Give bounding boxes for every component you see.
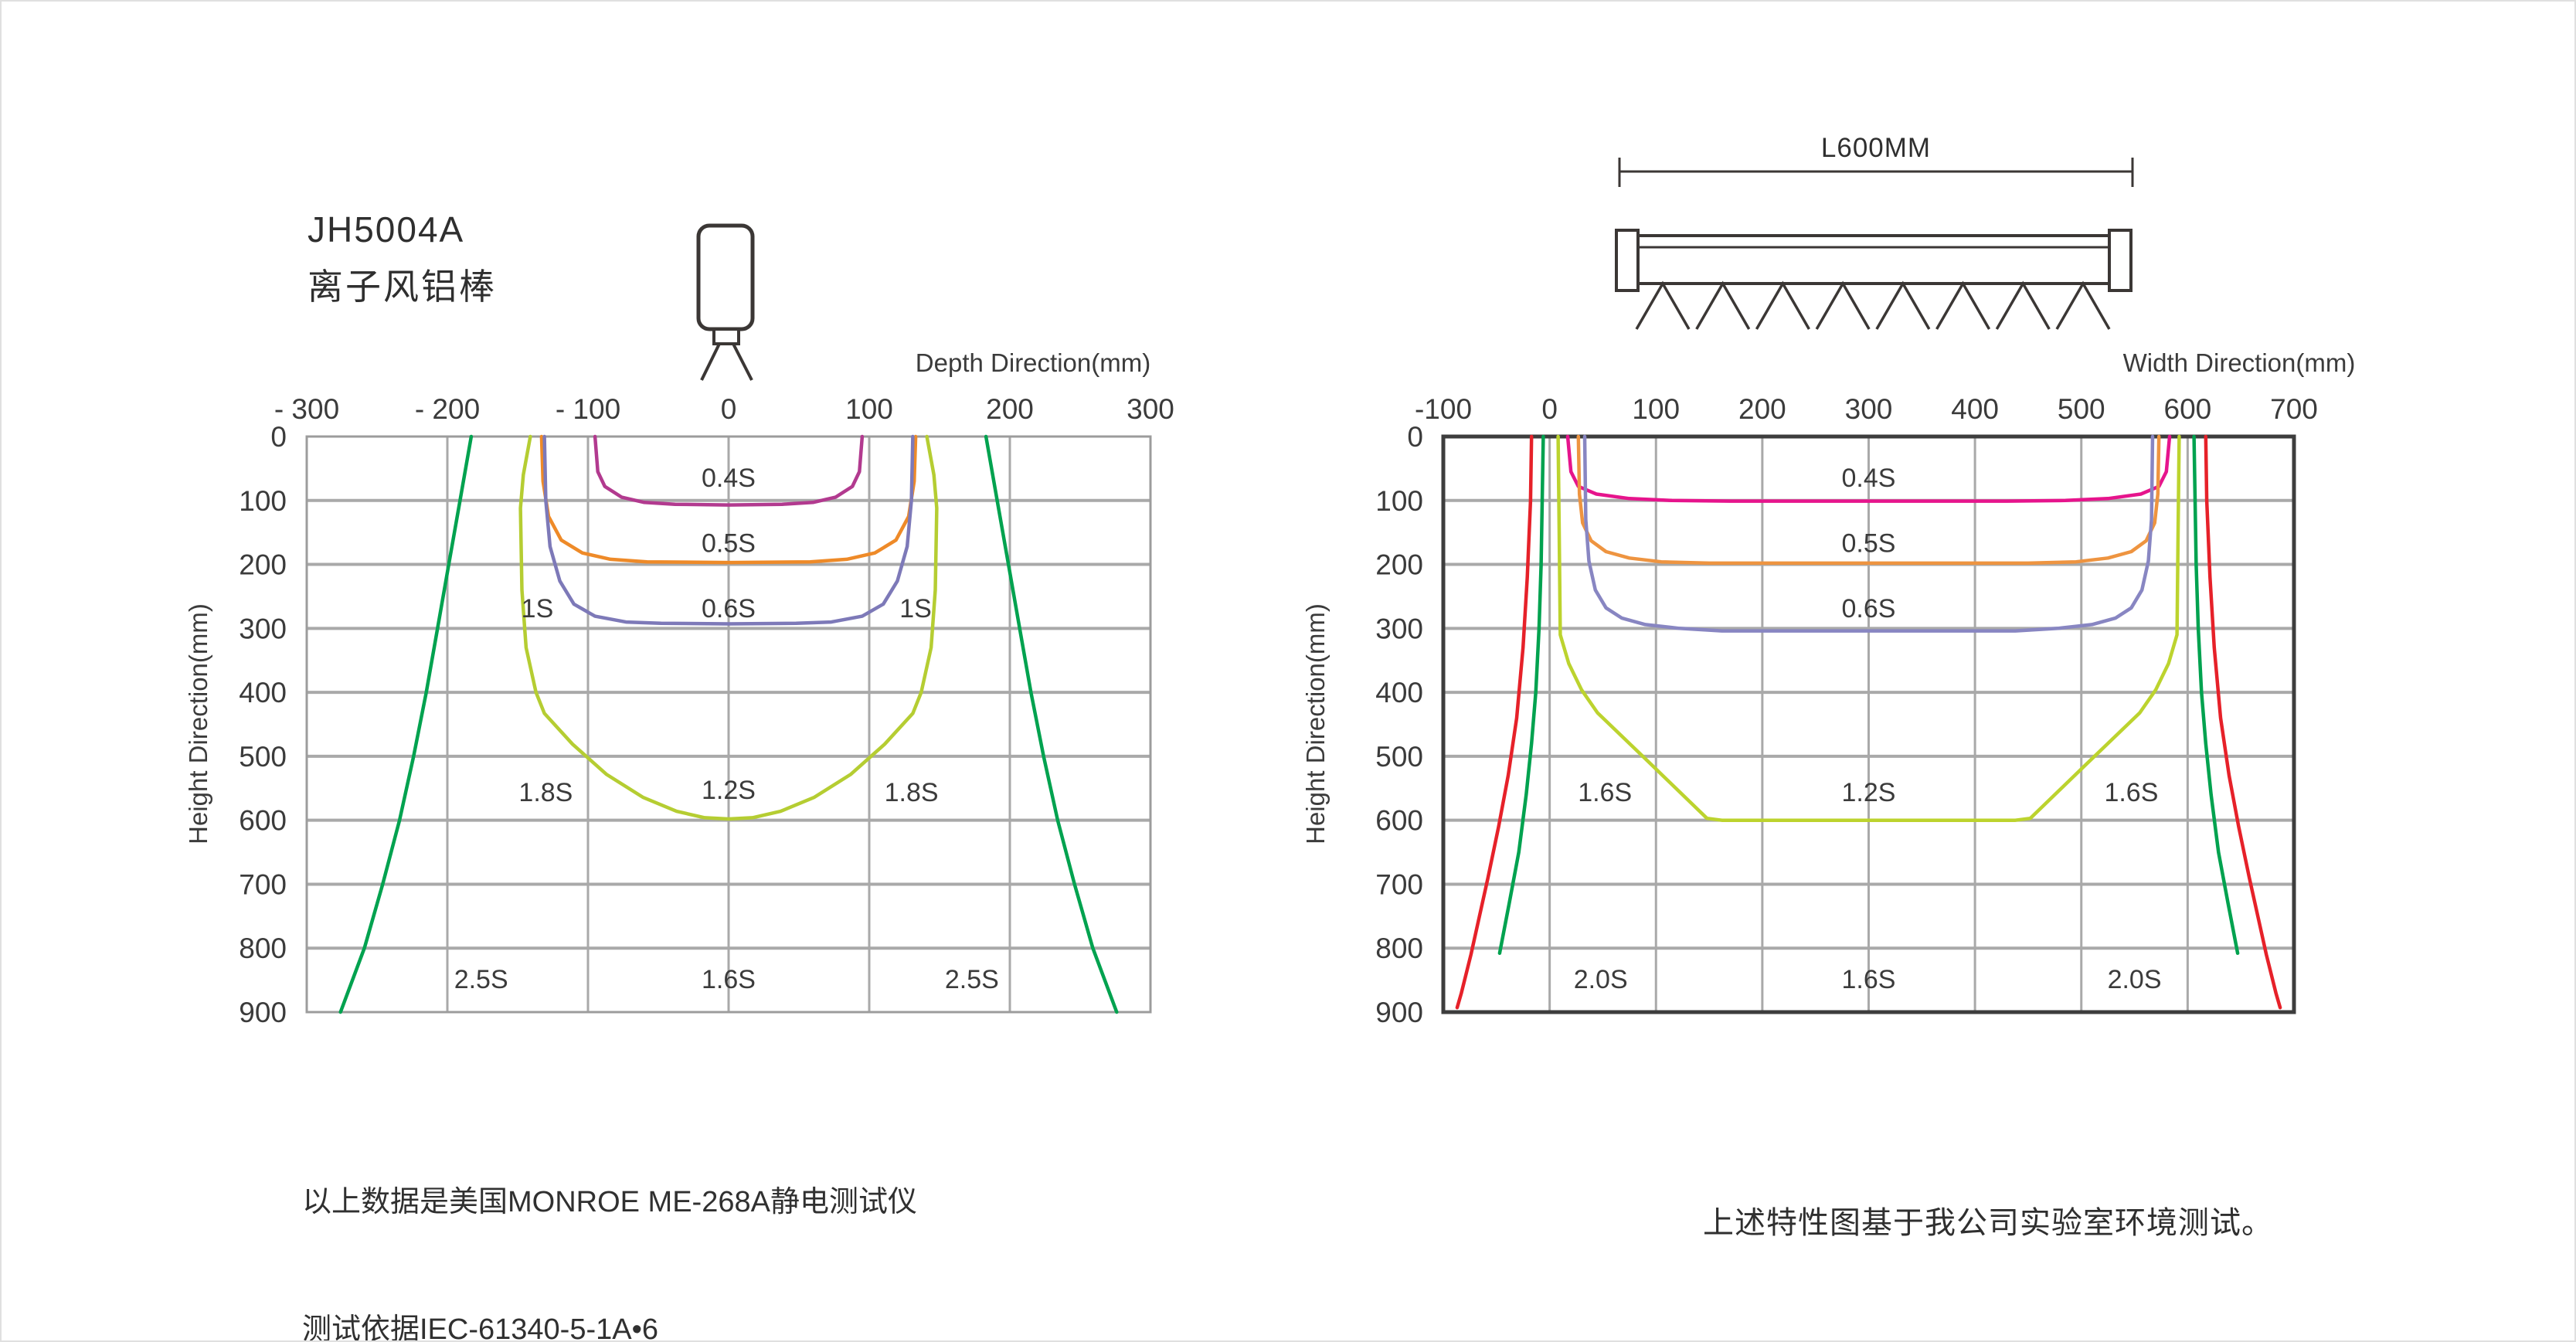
y-tick-label: 0	[1407, 421, 1423, 453]
ionizer-nozzle-icon-spray-right	[732, 343, 753, 381]
x-tick-label: 400	[1951, 393, 1999, 425]
contour-label: 1.6S	[1578, 778, 1632, 807]
emitter-pin-icon	[2055, 280, 2111, 330]
contour-label: 0.6S	[702, 594, 756, 623]
emitter-pin-icon	[1695, 280, 1751, 330]
contour-label: 1.2S	[702, 776, 756, 805]
contour-label: 0.5S	[1842, 528, 1896, 558]
ion-bar-endcap-left	[1615, 229, 1640, 292]
x-tick-label: 700	[2270, 393, 2318, 425]
contour-label: 2.5S	[454, 965, 508, 994]
x-tick-label: - 300	[274, 393, 339, 425]
footnote-line: 测试依据IEC-61340-5-1A•6	[302, 1313, 659, 1342]
y-tick-label: 200	[1375, 549, 1423, 581]
y-tick-label: 100	[1375, 485, 1423, 517]
x-tick-label: 100	[1632, 393, 1680, 425]
y-tick-label: 500	[1375, 741, 1423, 773]
product-name-title: 离子风铝棒	[308, 267, 497, 307]
x-tick-label: - 200	[415, 393, 480, 425]
y-tick-label: 400	[1375, 677, 1423, 708]
contour-label: 0.5S	[702, 528, 756, 558]
y-tick-label: 600	[1375, 805, 1423, 837]
ionizer-nozzle-icon-body	[696, 223, 755, 331]
y-tick-label: 900	[1375, 997, 1423, 1028]
lab-environment-note: 上述特性图基于我公司实验室环境测试。	[1703, 1206, 2273, 1240]
y-axis-title: Height Direction(mm)	[1301, 603, 1330, 844]
series-line-2.5S-left	[338, 434, 474, 1014]
contour-label: 2.5S	[945, 965, 999, 994]
series-line-2.5S-right	[984, 434, 1119, 1014]
y-tick-label: 100	[239, 485, 287, 517]
x-tick-label: 500	[2058, 393, 2105, 425]
plot-frame	[1441, 434, 2296, 1014]
x-tick-label: 300	[1127, 393, 1174, 425]
emitter-pin-icon	[1935, 280, 1991, 330]
contour-label: 1S	[899, 594, 932, 623]
y-tick-label: 400	[239, 677, 287, 708]
x-tick-label: 0	[721, 393, 737, 425]
series-line-1.2S	[1556, 434, 2181, 822]
series-line-green-contour-left	[1497, 434, 1545, 956]
contour-label: 2.0S	[2108, 965, 2162, 994]
x-tick-label: 100	[845, 393, 893, 425]
contour-label: 1S	[522, 594, 554, 623]
y-tick-label: 800	[1375, 933, 1423, 964]
x-tick-label: -100	[1415, 393, 1472, 425]
series-line-0.5S	[539, 434, 918, 565]
series-line-2.0S-red-left	[1455, 434, 1534, 1010]
contour-label: 0.4S	[1842, 464, 1896, 493]
y-tick-label: 300	[1375, 613, 1423, 644]
series-line-green-contour-right	[2192, 434, 2240, 956]
y-tick-label: 800	[239, 933, 287, 964]
contour-label: 1.8S	[518, 778, 573, 807]
product-model-title: JH5004A	[308, 209, 465, 250]
ion-bar-endcap-right	[2108, 229, 2133, 292]
emitter-pin-icon	[1815, 280, 1871, 330]
y-tick-label: 700	[239, 868, 287, 900]
x-tick-label: 200	[1738, 393, 1786, 425]
y-tick-label: 500	[239, 741, 287, 773]
plot-frame	[305, 435, 1152, 1014]
series-line-0.4S	[1565, 434, 2172, 503]
contour-label: 1.8S	[885, 778, 939, 807]
bar-dimension-label: L600MM	[1820, 133, 1932, 163]
footnote-line: 以上数据是美国MONROE ME-268A静电测试仪	[302, 1186, 917, 1218]
y-tick-label: 900	[239, 997, 287, 1028]
contour-label: 0.4S	[702, 464, 756, 493]
x-axis-title: Width Direction(mm)	[2123, 348, 2356, 377]
emitter-pin-icon	[1875, 280, 1931, 330]
contour-label: 1.2S	[1842, 778, 1896, 807]
x-axis-title: Depth Direction(mm)	[916, 348, 1150, 377]
y-tick-label: 600	[239, 805, 287, 837]
y-axis-title: Height Direction(mm)	[184, 603, 212, 844]
contour-label: 1.6S	[1842, 965, 1896, 994]
y-tick-label: 0	[270, 421, 287, 453]
contour-label: 1.6S	[702, 965, 756, 994]
series-line-0.4S	[593, 434, 865, 507]
y-tick-label: 700	[1375, 868, 1423, 900]
test-conditions-block: 以上数据是美国MONROE ME-268A静电测试仪 测试依据IEC-61340…	[302, 1096, 939, 1342]
series-line-2.0S-red-right	[2204, 434, 2282, 1010]
x-tick-label: 200	[986, 393, 1034, 425]
contour-label: 2.0S	[1574, 965, 1628, 994]
emitter-pin-icon	[1635, 280, 1691, 330]
emitter-pin-icon	[1995, 280, 2051, 330]
contour-label: 0.6S	[1842, 594, 1896, 623]
x-tick-label: - 100	[556, 393, 620, 425]
x-tick-label: 300	[1845, 393, 1893, 425]
series-line-1.2S	[518, 434, 939, 821]
series-line-0.6S	[1582, 434, 2155, 633]
ionizer-nozzle-icon-spray-left	[700, 343, 721, 381]
ionizer-nozzle-icon-neck	[712, 328, 740, 345]
emitter-pin-icon	[1755, 280, 1810, 330]
contour-label: 1.6S	[2104, 778, 2158, 807]
x-tick-label: 0	[1541, 393, 1558, 425]
series-line-0.6S	[542, 434, 915, 626]
x-tick-label: 600	[2164, 393, 2212, 425]
ion-bar-body	[1636, 234, 2111, 285]
y-tick-label: 200	[239, 549, 287, 581]
y-tick-label: 300	[239, 613, 287, 644]
